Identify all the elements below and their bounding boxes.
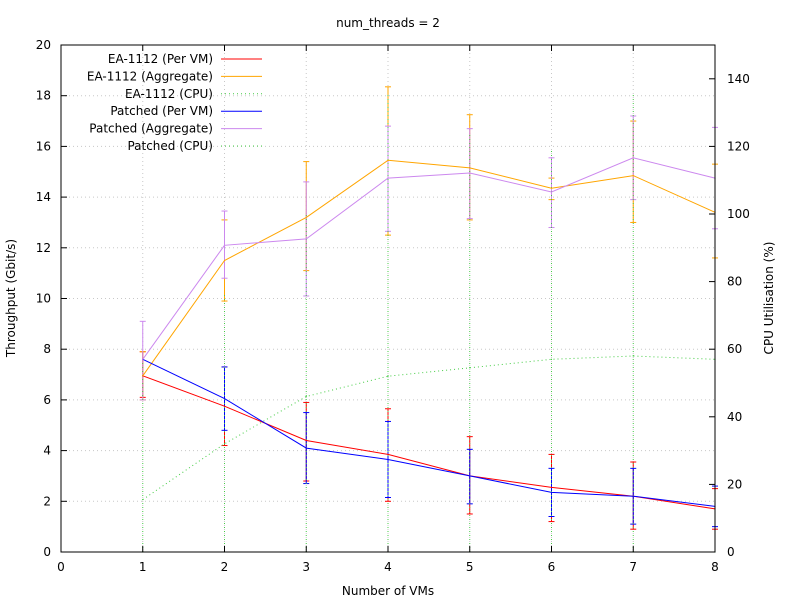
x-tick-label: 6 [548,560,556,574]
y-tick-label: 2 [43,494,51,508]
legend: EA-1112 (Per VM) EA-1112 (Aggregate) EA-11… [87,52,262,153]
y2-tick-label: 0 [727,545,735,559]
data-point-ea-1112-per-vm [387,453,389,456]
series-line-patched-aggregate [142,157,716,360]
y-tick-label: 8 [43,342,51,356]
data-point-patched-per-vm [632,495,634,497]
y2-tick-label: 100 [727,207,750,221]
legend-label-patched-cpu: Patched (CPU) [127,139,213,153]
data-point-patched-cpu [469,367,471,369]
legend-label-patched-per-vm: Patched (Per VM) [110,104,213,118]
y2-tick-label: 20 [727,477,742,491]
data-point-patched-per-vm [387,458,389,461]
legend-label-ea-1112-aggregate: EA-1112 (Aggregate) [87,69,213,83]
data-point-ea-1112-per-vm [550,486,553,488]
x-axis-label: Number of VMs [342,584,434,598]
error-bar-patched-aggregate [221,210,228,279]
y2-tick-label: 80 [727,275,742,289]
legend-label-patched-aggregate: Patched (Aggregate) [89,122,213,136]
data-point-ea-1112-aggregate [387,159,389,161]
data-point-patched-per-vm [550,491,553,494]
y2-tick-label: 140 [727,72,750,86]
data-point-ea-1112-aggregate [469,167,471,169]
data-point-ea-1112-aggregate [142,375,144,377]
data-point-patched-cpu [550,358,553,360]
y-tick-label: 14 [36,190,51,204]
y2-tick-label: 120 [727,139,750,153]
data-point-patched-aggregate [550,191,553,193]
legend-label-ea-1112-per-vm: EA-1112 (Per VM) [108,52,213,66]
data-point-ea-1112-aggregate [305,216,307,218]
series-line-patched-per-vm [142,358,716,507]
x-tick-label: 3 [302,560,310,574]
y2-tick-label: 40 [727,410,742,424]
series-line-ea-1112-aggregate [142,159,716,377]
x-tick-label: 1 [139,560,147,574]
series-line-ea-1112-per-vm [142,375,716,510]
x-tick-label: 7 [629,560,637,574]
data-point-ea-1112-aggregate [550,187,553,189]
y-tick-label: 18 [36,89,51,103]
y-tick-label: 6 [43,393,51,407]
x-tick-label: 8 [711,560,719,574]
y-tick-label: 12 [36,241,51,255]
data-point-patched-aggregate [142,358,144,360]
data-point-patched-per-vm [469,475,471,477]
x-axis-ticks: 0 1 2 3 4 5 6 7 8 [57,45,719,574]
y2-axis-label: CPU Utilisation (%) [762,242,776,355]
y2-tick-label: 60 [727,342,742,356]
y-axis-ticks: 0 2 4 6 8 10 12 14 16 18 20 [36,38,67,559]
data-point-patched-cpu [632,355,634,357]
y-tick-label: 4 [43,444,51,458]
data-point-ea-1112-per-vm [223,405,226,407]
x-tick-label: 4 [384,560,392,574]
data-point-ea-1112-aggregate [632,174,634,177]
y-axis-label: Throughput (Gbit/s) [4,239,18,358]
x-tick-label: 0 [57,560,65,574]
data-point-patched-cpu [223,443,226,445]
y-tick-label: 10 [36,292,51,306]
data-point-patched-aggregate [387,177,389,179]
y-tick-label: 16 [36,139,51,153]
x-tick-label: 5 [466,560,474,574]
chart-title: num_threads = 2 [336,16,440,30]
data-point-patched-per-vm [305,447,307,449]
data-point-patched-cpu [305,395,307,398]
y-tick-label: 0 [43,545,51,559]
data-point-patched-cpu [142,499,144,501]
data-point-patched-cpu [387,375,389,377]
y-tick-label: 20 [36,38,51,52]
x-tick-label: 2 [221,560,229,574]
y2-axis-ticks: 0 20 40 60 80 100 120 140 [709,72,750,559]
data-point-patched-aggregate [469,172,471,174]
data-point-patched-aggregate [632,157,634,159]
data-point-patched-aggregate [223,244,226,246]
data-point-patched-per-vm [223,398,226,400]
data-point-ea-1112-per-vm [305,439,307,442]
legend-label-ea-1112-cpu: EA-1112 (CPU) [125,87,213,101]
data-point-ea-1112-aggregate [223,259,226,262]
data-point-patched-aggregate [305,238,307,240]
